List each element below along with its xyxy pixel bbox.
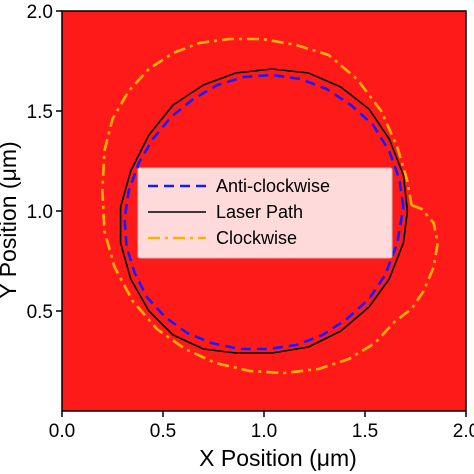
legend-label-anti-clockwise: Anti-clockwise [216,176,330,196]
y-tick-label: 1.0 [27,202,53,223]
legend-label-clockwise: Clockwise [216,228,297,248]
legend-label-laser-path: Laser Path [216,202,303,222]
series-laser-path-line [119,68,409,354]
series-anti-clockwise-line [123,73,405,351]
y-tick-label: 0.5 [27,302,53,323]
x-tick-label: 0.5 [150,421,176,442]
series-layer [101,37,440,375]
ticks-layer: 0.0 0.5 1.0 1.5 2.0 0.5 1.0 1.5 2.0 [27,2,474,442]
x-tick-label: 2.0 [453,421,474,442]
legend-box [137,167,393,259]
x-tick-label: 1.5 [352,421,378,442]
y-tick-label: 2.0 [27,2,53,23]
x-tick-label: 0.0 [49,421,75,442]
x-tick-label: 1.0 [251,421,277,442]
x-axis-title: X Position (μm) [199,445,357,471]
legend: Anti-clockwise Laser Path Clockwise [137,167,393,259]
y-tick-label: 1.5 [27,102,53,123]
series-clockwise-line [101,37,440,375]
y-axis-title: Y Position (μm) [0,141,21,298]
